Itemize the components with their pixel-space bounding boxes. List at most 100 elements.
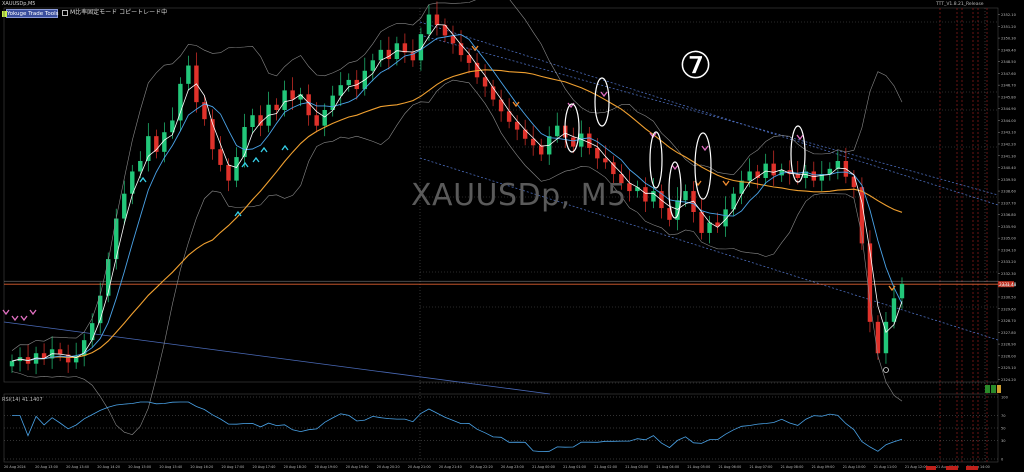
candle-body: [707, 222, 712, 233]
price-tick-label: 2339.50: [1001, 178, 1017, 182]
close-marker: [883, 367, 889, 373]
candle-body: [210, 119, 215, 150]
price-tick-label: 2330.50: [1001, 296, 1017, 300]
price-tick-label: 2352.10: [1001, 13, 1017, 17]
price-tick-label: 2338.60: [1001, 190, 1017, 194]
current-price-tag-bg: [998, 281, 1014, 288]
candle-body: [154, 136, 159, 152]
time-tick-label: 20 Aug 18:20: [284, 465, 307, 469]
price-tick-label: 2324.20: [1001, 378, 1017, 382]
candle-body: [867, 243, 873, 322]
time-tick-label: 21 Aug 06:00: [718, 465, 741, 469]
buy-arrow: [281, 144, 289, 151]
sell-signal-arrow: [888, 285, 896, 292]
sell-arrow: [600, 91, 608, 98]
sell-arrow: [11, 315, 19, 322]
candle-body: [9, 361, 15, 367]
candle-body: [426, 14, 432, 35]
candle-body: [675, 200, 680, 220]
candle-body: [370, 60, 376, 71]
highlight-ellipse: [649, 131, 663, 189]
candle-body: [466, 55, 472, 63]
candle-body: [883, 321, 889, 354]
candle-body: [138, 161, 143, 172]
candle-body: [322, 110, 327, 126]
time-tick-label: 21 Aug 08:00: [781, 465, 804, 469]
price-tick-label: 2329.60: [1001, 307, 1017, 311]
mini-bar: [997, 385, 1001, 393]
time-tick-label: 21 Aug 07:00: [750, 465, 773, 469]
candle-body: [731, 193, 736, 210]
buy-arrow: [234, 210, 242, 217]
highlight-ellipse: [668, 161, 682, 219]
price-tick-label: 2336.80: [1001, 213, 1017, 217]
sell-signal-arrow: [512, 101, 520, 108]
candle-body: [89, 323, 95, 341]
candle-body: [81, 340, 87, 356]
candle-body: [851, 176, 857, 188]
price-tick-label: 2347.60: [1001, 72, 1017, 76]
candle-body: [226, 164, 231, 181]
candle-body: [651, 191, 656, 202]
candle-body: [378, 49, 384, 61]
trade-button-label: Yokuge Trade Tools: [7, 11, 59, 17]
candle-body: [57, 349, 63, 355]
candle-body: [899, 283, 905, 299]
highlight-ellipse: [594, 77, 610, 127]
price-tick-label: 2342.20: [1001, 143, 1017, 147]
yokuge-trade-tools-button[interactable]: Yokuge Trade Tools: [2, 9, 59, 18]
sell-signal-arrow: [471, 45, 479, 52]
candle-body: [819, 174, 825, 181]
price-tick-label: 2351.20: [1001, 25, 1017, 29]
bollinger-lower: [11, 79, 903, 435]
time-tick-label: 20 Aug 21:40: [439, 465, 462, 469]
session-marker: [966, 466, 978, 470]
ma-mid-line: [11, 34, 903, 362]
candle-body: [114, 218, 119, 260]
time-tick-label: 21 Aug 10:00: [843, 465, 866, 469]
candle-body: [122, 193, 127, 219]
mini-bar: [991, 385, 996, 393]
time-tick-label: 20 Aug 15:40: [159, 465, 182, 469]
rsi-level-label: 0: [1001, 458, 1004, 462]
candle-body: [330, 95, 335, 110]
candle-body: [402, 43, 408, 53]
highlight-ellipse: [564, 103, 580, 153]
time-tick-label: 20 Aug 17:00: [221, 465, 244, 469]
candle-body: [314, 115, 319, 126]
price-tick-label: 2348.50: [1001, 60, 1017, 64]
tool-status-icon: [2, 11, 7, 17]
ma-fast-line: [11, 24, 903, 362]
candle-body: [514, 121, 520, 130]
candle-body: [458, 43, 464, 56]
time-tick-label: 21 Aug 12:00: [905, 465, 928, 469]
candle-body: [747, 171, 752, 181]
candle-body: [410, 52, 416, 61]
session-marker: [926, 466, 936, 470]
time-tick-label: 20 Aug 23:00: [501, 465, 524, 469]
time-tick-label: 20 Aug 21:00: [408, 465, 431, 469]
candle-body: [442, 25, 448, 36]
time-tick-label: 21 Aug 02:00: [594, 465, 617, 469]
candle-body: [755, 171, 760, 178]
annotation-number: ⑦: [679, 44, 713, 87]
highlight-ellipse: [790, 125, 806, 183]
candle-body: [250, 115, 255, 127]
mode-checkbox[interactable]: [62, 10, 68, 16]
candle-body: [73, 355, 79, 363]
rsi-label: RSI(14) 41.1407: [2, 397, 43, 403]
candle-body: [643, 187, 648, 202]
price-tick-label: 2340.40: [1001, 166, 1017, 170]
candle-body: [538, 145, 544, 155]
price-tick-label: 2328.70: [1001, 319, 1017, 323]
candle-body: [530, 138, 536, 146]
bollinger-upper: [11, 0, 903, 351]
candle-body: [739, 180, 744, 194]
candle-body: [450, 35, 456, 44]
sell-arrow: [701, 145, 709, 152]
price-tick-label: 2326.00: [1001, 354, 1017, 358]
buy-arrow: [260, 146, 268, 153]
candle-body: [418, 34, 424, 61]
buy-arrow: [252, 156, 260, 163]
